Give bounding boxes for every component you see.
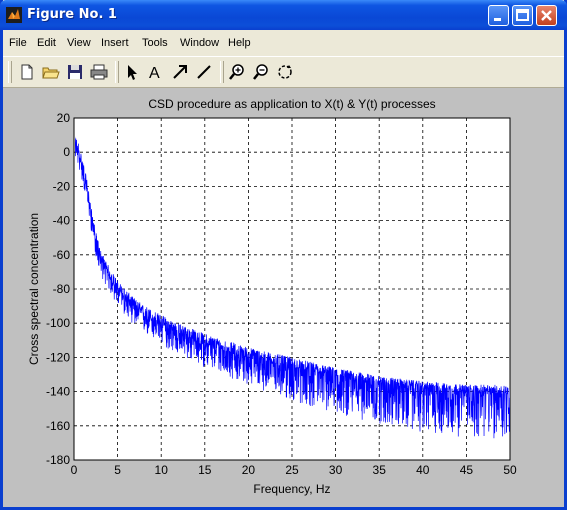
y-tick-label: -100 <box>46 316 70 330</box>
close-icon <box>541 10 552 21</box>
menu-file[interactable]: File <box>9 37 27 49</box>
x-tick-label: 50 <box>503 463 517 477</box>
x-tick-label: 20 <box>242 463 256 477</box>
menu-help[interactable]: Help <box>228 37 251 49</box>
x-tick-label: 45 <box>460 463 474 477</box>
x-tick-label: 10 <box>155 463 169 477</box>
x-tick-label: 25 <box>285 463 299 477</box>
toolbar-grip[interactable] <box>8 61 12 83</box>
maximize-button[interactable] <box>512 5 533 26</box>
rotate-icon[interactable] <box>275 62 295 82</box>
y-tick-label: -140 <box>46 385 70 399</box>
text-tool-label: A <box>149 65 160 82</box>
menu-view[interactable]: View <box>67 37 91 49</box>
y-tick-label: -20 <box>53 179 71 193</box>
arrow-insert-icon[interactable] <box>170 62 190 82</box>
menu-edit[interactable]: Edit <box>37 37 56 49</box>
save-icon[interactable] <box>65 62 85 82</box>
y-tick-label: 0 <box>63 145 70 159</box>
menu-insert[interactable]: Insert <box>101 37 129 49</box>
maximize-icon <box>516 9 529 21</box>
y-tick-label: 20 <box>57 111 71 125</box>
arrow-select-icon[interactable] <box>122 62 142 82</box>
y-axis-label: Cross spectral concentration <box>27 213 41 365</box>
minimize-button[interactable] <box>488 5 509 26</box>
csd-chart: 0 5 10 15 20 25 30 35 40 45 50 20 0 -20 -40 -60 -80 -100 -… <box>27 97 517 496</box>
window-title: Figure No. 1 <box>27 7 117 22</box>
x-tick-label: 30 <box>329 463 343 477</box>
x-axis-label: Frequency, Hz <box>253 482 330 496</box>
zoom-out-icon[interactable] <box>251 62 271 82</box>
toolbar: A <box>3 56 564 88</box>
close-button[interactable] <box>536 5 557 26</box>
zoom-in-icon[interactable] <box>227 62 247 82</box>
open-folder-icon[interactable] <box>41 62 61 82</box>
y-tick-label: -80 <box>53 282 71 296</box>
y-tick-label: -120 <box>46 350 70 364</box>
matlab-logo-icon <box>6 7 22 23</box>
x-tick-label: 0 <box>71 463 78 477</box>
menu-bar: File Edit View Insert Tools Window Help <box>3 30 564 54</box>
new-file-icon[interactable] <box>17 62 37 82</box>
toolbar-separator <box>115 61 119 83</box>
y-tick-label: -180 <box>46 453 70 467</box>
print-icon[interactable] <box>89 62 109 82</box>
title-bar[interactable]: Figure No. 1 <box>0 0 567 30</box>
menu-tools[interactable]: Tools <box>142 37 168 49</box>
menu-window[interactable]: Window <box>180 37 220 49</box>
y-tick-label: -40 <box>53 214 71 228</box>
chart-title: CSD procedure as application to X(t) & Y… <box>148 97 435 111</box>
text-insert-icon[interactable]: A <box>146 62 166 82</box>
y-tick-label: -160 <box>46 419 70 433</box>
minimize-icon <box>494 18 501 21</box>
x-tick-label: 5 <box>114 463 121 477</box>
toolbar-separator <box>220 61 224 83</box>
x-tick-label: 40 <box>416 463 430 477</box>
x-tick-label: 35 <box>373 463 387 477</box>
x-tick-label: 15 <box>198 463 212 477</box>
data-series-line <box>75 136 510 439</box>
line-insert-icon[interactable] <box>194 62 214 82</box>
y-tick-label: -60 <box>53 248 71 262</box>
